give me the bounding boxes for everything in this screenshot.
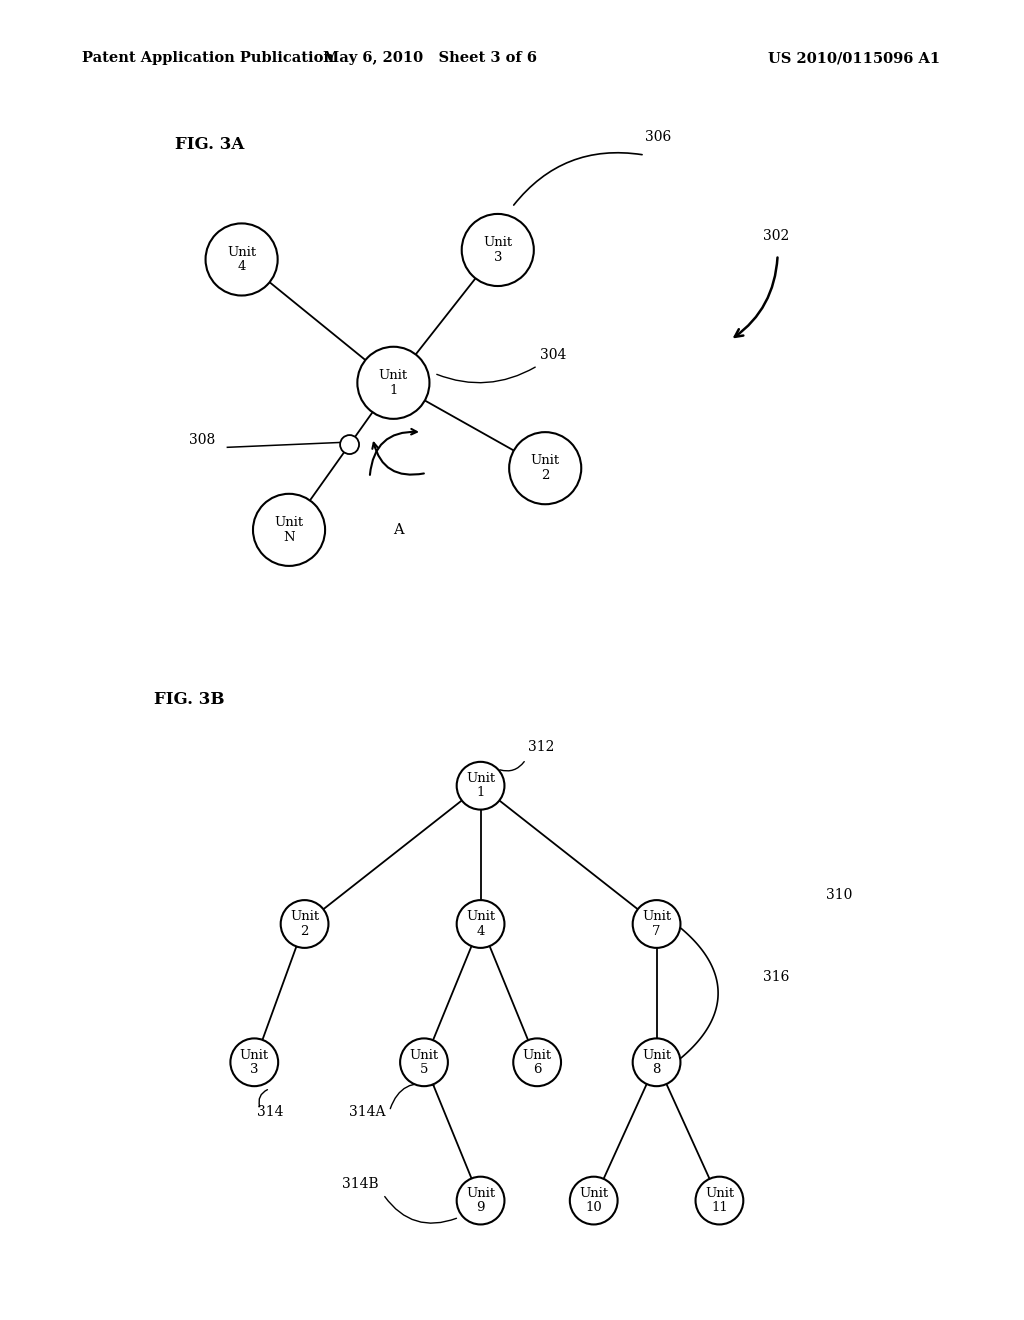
Circle shape [253,494,325,566]
Text: 316: 316 [764,970,790,983]
Text: Unit
1: Unit 1 [466,772,496,800]
Text: Unit
2: Unit 2 [530,454,560,482]
Text: Unit
N: Unit N [274,516,303,544]
Text: 310: 310 [826,888,853,902]
Text: A: A [393,523,403,537]
Circle shape [457,900,505,948]
Circle shape [206,223,278,296]
Text: 308: 308 [189,433,216,447]
Text: Unit
4: Unit 4 [227,246,256,273]
Text: Unit
5: Unit 5 [410,1048,438,1076]
Text: Unit
11: Unit 11 [705,1187,734,1214]
Text: 304: 304 [541,348,567,362]
Circle shape [462,214,534,286]
Text: 306: 306 [645,129,671,144]
Text: Unit
8: Unit 8 [642,1048,671,1076]
Circle shape [509,432,582,504]
Text: FIG. 3A: FIG. 3A [175,136,245,153]
Circle shape [281,900,329,948]
Circle shape [230,1039,279,1086]
Text: Unit
4: Unit 4 [466,911,496,937]
Text: 302: 302 [764,230,790,243]
Text: Unit
6: Unit 6 [522,1048,552,1076]
Text: May 6, 2010   Sheet 3 of 6: May 6, 2010 Sheet 3 of 6 [324,51,537,65]
Circle shape [633,900,681,948]
Text: Unit
2: Unit 2 [290,911,319,937]
Circle shape [357,347,429,418]
Text: 312: 312 [527,741,554,754]
Circle shape [569,1176,617,1225]
Circle shape [457,762,505,809]
Circle shape [457,1176,505,1225]
Text: Unit
3: Unit 3 [483,236,512,264]
Circle shape [633,1039,681,1086]
Text: Patent Application Publication: Patent Application Publication [82,51,334,65]
Text: Unit
9: Unit 9 [466,1187,496,1214]
Circle shape [513,1039,561,1086]
Text: US 2010/0115096 A1: US 2010/0115096 A1 [768,51,940,65]
Text: Unit
1: Unit 1 [379,370,408,396]
Text: 314: 314 [257,1105,284,1119]
Circle shape [340,436,359,454]
Text: Unit
10: Unit 10 [580,1187,608,1214]
Text: 314B: 314B [342,1177,379,1191]
Circle shape [400,1039,447,1086]
Text: Unit
3: Unit 3 [240,1048,269,1076]
Circle shape [695,1176,743,1225]
Text: 314A: 314A [348,1105,385,1119]
Text: FIG. 3B: FIG. 3B [154,692,224,709]
Text: Unit
7: Unit 7 [642,911,671,937]
